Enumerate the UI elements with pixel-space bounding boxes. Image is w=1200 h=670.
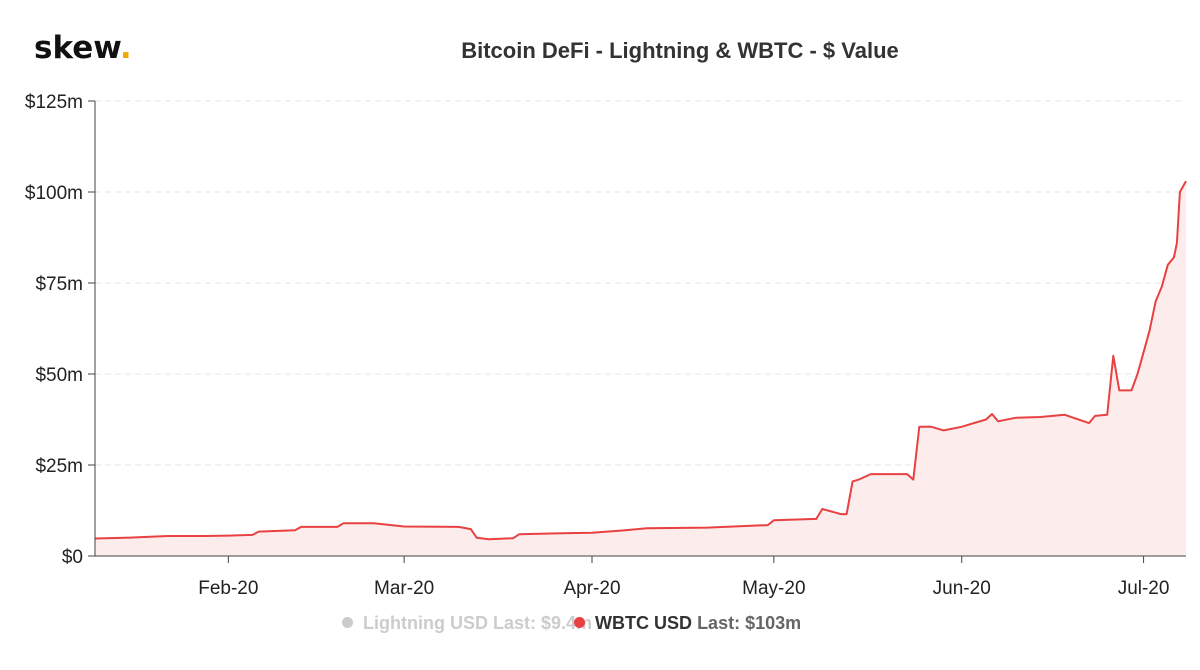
wbtc-legend-label: WBTC USD <box>595 613 693 633</box>
x-tick-label: May-20 <box>742 578 805 599</box>
wbtc-area-fill <box>95 181 1186 556</box>
y-axis-ticks: $0 $25m $50m $75m $100m $125m <box>25 92 95 568</box>
wbtc-legend-last: Last: $103m <box>697 613 802 633</box>
chart-title: Bitcoin DeFi - Lightning & WBTC - $ Valu… <box>461 38 899 63</box>
wbtc-legend-dot <box>574 616 586 628</box>
skew-logo: skew. <box>34 30 132 66</box>
x-tick-label: Jul-20 <box>1118 578 1170 599</box>
legend-item-wbtc[interactable]: WBTC USD Last: $103m <box>574 613 801 634</box>
y-tick-label: $25m <box>35 456 83 477</box>
y-tick-label: $100m <box>25 183 83 204</box>
chart-legend: Lightning USD Last: $9.4m WBTC USD Last:… <box>342 613 801 634</box>
grid-lines <box>95 100 1186 466</box>
legend-item-lightning[interactable]: Lightning USD Last: $9.4m <box>342 613 592 634</box>
logo-dot: . <box>119 30 132 66</box>
lightning-legend-label: Lightning USD <box>363 613 488 633</box>
y-tick-label: $50m <box>35 365 83 386</box>
y-tick-label: $125m <box>25 92 83 113</box>
logo-text: skew <box>34 30 120 66</box>
x-axis-ticks: Feb-20 Mar-20 Apr-20 May-20 Jun-20 Jul-20 <box>198 556 1169 599</box>
y-tick-label: $0 <box>62 547 83 568</box>
x-tick-label: Jun-20 <box>933 578 991 599</box>
lightning-legend-last: Last: $9.4m <box>493 613 593 633</box>
wbtc-series-line <box>94 180 1187 541</box>
x-tick-label: Feb-20 <box>198 578 258 599</box>
lightning-legend-dot <box>342 616 353 628</box>
x-tick-label: Mar-20 <box>374 578 434 599</box>
y-tick-label: $75m <box>35 274 83 295</box>
x-tick-label: Apr-20 <box>563 578 620 599</box>
